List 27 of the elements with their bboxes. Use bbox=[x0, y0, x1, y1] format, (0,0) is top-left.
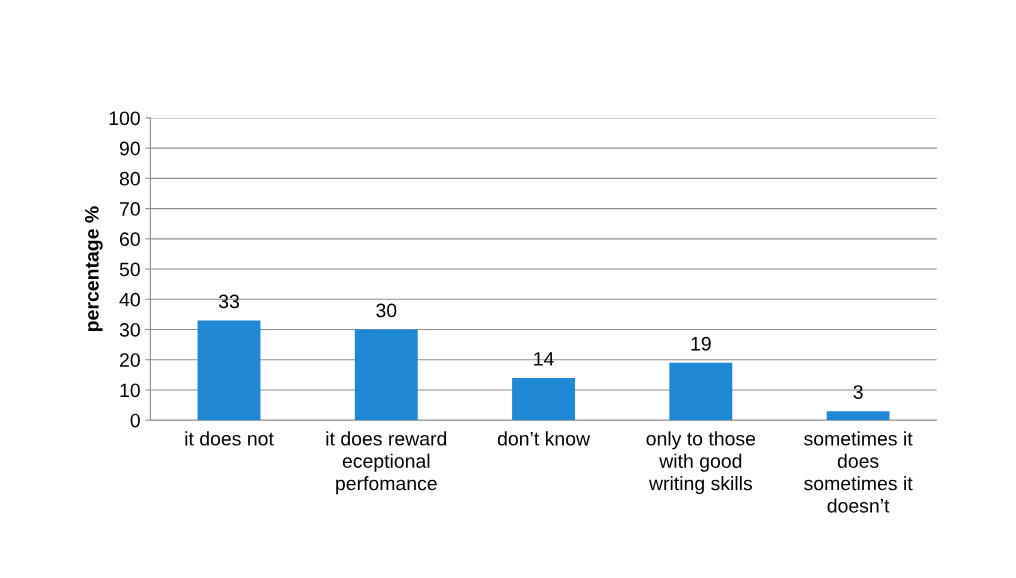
bar bbox=[512, 377, 576, 421]
y-tick-label: 30 bbox=[119, 322, 140, 337]
y-tick-label: 80 bbox=[119, 171, 140, 186]
x-tick-label: sometimes it does sometimes it doesn’t bbox=[804, 431, 913, 513]
bar bbox=[197, 320, 261, 421]
data-label: 3 bbox=[853, 385, 863, 399]
data-label: 30 bbox=[376, 303, 397, 318]
x-tick-label: only to those with good writing skills bbox=[646, 431, 756, 495]
y-tick-label: 50 bbox=[119, 262, 140, 277]
y-tick-label: 60 bbox=[120, 232, 140, 247]
y-axis-title: percentage % bbox=[85, 206, 103, 331]
x-tick-label: it does reward eceptional perfomance bbox=[326, 431, 447, 495]
y-tick-label: 70 bbox=[120, 202, 140, 216]
data-label: 33 bbox=[218, 294, 239, 309]
x-tick-label: it does not bbox=[185, 431, 274, 446]
y-tick-label: 90 bbox=[119, 141, 140, 156]
y-tick-label: 40 bbox=[119, 292, 140, 307]
data-label: 14 bbox=[534, 352, 554, 366]
bar bbox=[826, 411, 890, 421]
bar bbox=[669, 362, 733, 421]
x-tick-label: don’t know bbox=[497, 431, 591, 446]
y-tick-label: 0 bbox=[130, 413, 140, 428]
y-tick-label: 10 bbox=[120, 383, 140, 398]
y-tick-label: 100 bbox=[109, 111, 140, 126]
bar bbox=[354, 329, 418, 421]
data-label: 19 bbox=[691, 336, 711, 351]
y-tick-label: 20 bbox=[120, 353, 140, 367]
